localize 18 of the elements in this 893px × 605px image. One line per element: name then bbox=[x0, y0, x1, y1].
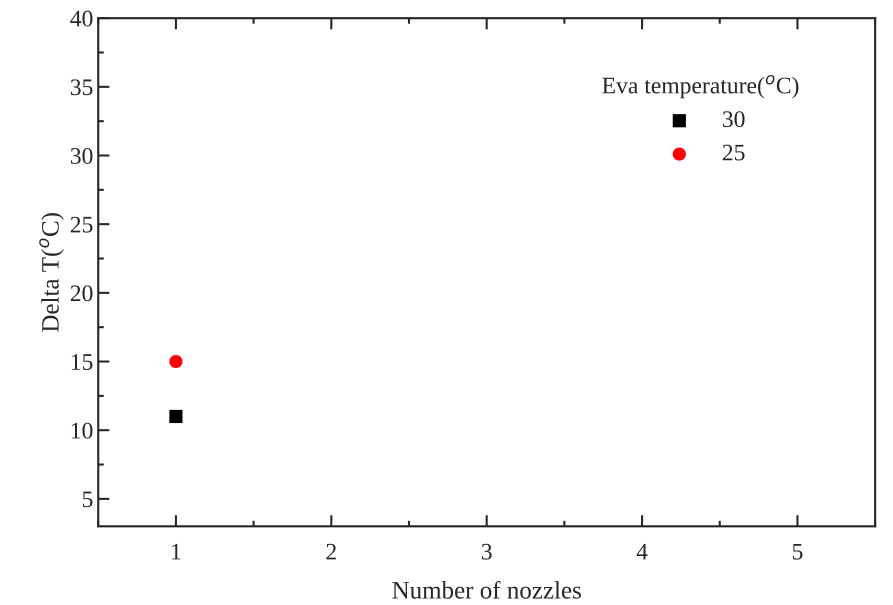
x-tick-label: 2 bbox=[326, 544, 336, 560]
y-tick-label: 25 bbox=[70, 216, 92, 233]
legend-label: 30 bbox=[722, 111, 745, 128]
y-tick-label: 20 bbox=[70, 285, 92, 302]
y-tick-label: 30 bbox=[70, 148, 92, 164]
x-tick-label: 3 bbox=[482, 544, 492, 560]
x-tick-label: 4 bbox=[636, 544, 648, 560]
y-axis-title: Delta T($^{o}$C) bbox=[39, 213, 64, 332]
x-tick-label: 5 bbox=[792, 544, 802, 560]
y-tick-label: 35 bbox=[70, 79, 92, 96]
legend-label: 25 bbox=[722, 144, 745, 161]
x-axis-title: Number of nozzles bbox=[392, 580, 581, 599]
x-tick-label: 1 bbox=[172, 544, 180, 560]
y-tick-label: 15 bbox=[72, 354, 92, 370]
y-tick-label: 40 bbox=[70, 10, 92, 27]
y-tick-label: 5 bbox=[82, 492, 92, 508]
legend-title: Eva temperature($^{o}$C) bbox=[602, 74, 798, 98]
y-tick-label: 10 bbox=[72, 422, 92, 439]
